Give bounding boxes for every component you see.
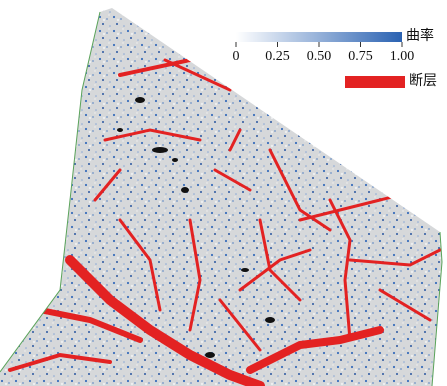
colorbar-tick-label: 0.75: [348, 49, 373, 64]
colorbar-tick-label: 0.25: [265, 49, 290, 64]
map: 曲率 断层 0 0.25 0.50 0.75 1.00: [0, 0, 447, 386]
colorbar-tick-label: 1.00: [390, 49, 415, 64]
colorbar: [236, 32, 402, 42]
fault-swatch: [345, 76, 405, 88]
colorbar-tick-label: 0: [233, 49, 240, 64]
colorbar-tick-label: 0.50: [307, 49, 332, 64]
map-area: [0, 0, 447, 386]
fault-label: 断层: [409, 73, 437, 89]
colorbar-title: 曲率: [406, 27, 434, 44]
legend: 曲率 断层 0 0.25 0.50 0.75 1.00: [233, 27, 438, 89]
